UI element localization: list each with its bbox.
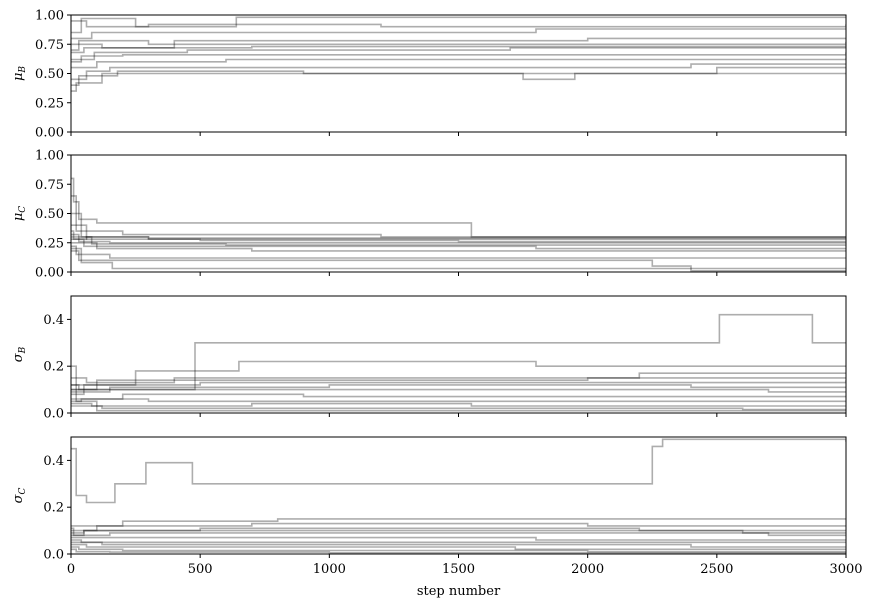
walker-trace-3 [71, 522, 846, 532]
y-tick-label: 1.00 [35, 149, 64, 164]
walker-trace-12 [71, 365, 846, 412]
y-tick-label: 0.2 [43, 501, 64, 516]
axes-frame [70, 295, 847, 414]
walker-trace-12 [71, 70, 846, 86]
y-tick-label: 0.4 [43, 313, 64, 328]
walker-trace-1 [71, 20, 846, 28]
walker-trace-2 [71, 195, 846, 238]
walker-trace-10 [71, 402, 846, 407]
walker-trace-6 [71, 236, 846, 247]
walker-trace-4 [71, 37, 846, 49]
y-axis-label: μB [11, 66, 28, 81]
panel-3: 0.0 0.2 0.4 σB [11, 295, 847, 422]
walker-trace-8 [71, 242, 846, 252]
walker-trace-4 [71, 224, 846, 243]
y-tick-label: 1.00 [35, 9, 64, 24]
walker-trace-10 [71, 63, 846, 81]
walker-trace-7 [71, 47, 846, 61]
walker-trace-5 [71, 233, 846, 244]
walker-trace-8 [71, 393, 846, 400]
panel-4: 0.0 0.2 0.4 0 500 1000 1500 2000 2500 3000 σC [11, 436, 863, 577]
walker-trace-11 [71, 548, 846, 554]
walker-trace-6 [71, 45, 846, 54]
y-tick-label: 0.4 [43, 454, 64, 469]
y-tick-label: 0.00 [35, 126, 64, 141]
panel-2: 0.00 0.25 0.50 0.75 1.00 μC [11, 149, 847, 281]
walker-trace-3 [71, 212, 846, 241]
walker-trace-8 [71, 541, 846, 548]
walker-trace-9 [71, 245, 846, 259]
walker-trace-3 [71, 28, 846, 40]
walker-trace-1 [71, 438, 846, 504]
walker-trace-9 [71, 58, 846, 69]
walker-trace-2 [71, 360, 846, 386]
walker-trace-6 [71, 384, 846, 393]
y-tick-label: 0.2 [43, 360, 64, 375]
x-tick-label: 2500 [700, 562, 733, 577]
x-tick-label: 0 [67, 562, 75, 577]
y-tick-label: 0.25 [35, 96, 64, 111]
trace-group [71, 438, 846, 554]
x-tick-label: 2000 [571, 562, 604, 577]
panel-1: 0.00 0.25 0.50 0.75 1.00 μB [11, 9, 847, 141]
y-tick-label: 0.00 [35, 266, 64, 281]
walker-trace-7 [71, 238, 846, 250]
walker-trace-5 [71, 39, 846, 51]
walker-trace-12 [71, 230, 846, 240]
axes-frame [70, 154, 847, 273]
y-tick-label: 0.0 [43, 548, 64, 563]
y-tick-label: 0.0 [43, 407, 64, 422]
walker-trace-2 [71, 518, 846, 527]
walker-trace-11 [71, 250, 846, 272]
y-tick-label: 0.50 [35, 67, 64, 82]
walker-trace-9 [71, 543, 846, 551]
x-tick-label: 1000 [313, 562, 346, 577]
x-tick-label: 500 [188, 562, 213, 577]
walker-trace-3 [71, 372, 846, 384]
walker-trace-11 [71, 405, 846, 411]
walker-trace-1 [71, 313, 846, 391]
trace-group [71, 177, 846, 272]
x-tick-label: 1500 [442, 562, 475, 577]
x-axis-label: step number [417, 584, 501, 599]
axes-frame [70, 436, 847, 555]
walker-trace-6 [71, 536, 846, 541]
trace-group [71, 313, 846, 412]
walker-trace-1 [71, 177, 846, 238]
y-tick-label: 0.50 [35, 207, 64, 222]
walker-trace-10 [71, 546, 846, 553]
walker-trace-2 [71, 16, 846, 34]
walker-trace-5 [71, 380, 846, 396]
walker-trace-9 [71, 398, 846, 403]
walker-trace-11 [71, 66, 846, 92]
y-tick-label: 0.75 [35, 38, 64, 53]
trace-group [71, 16, 846, 92]
y-tick-label: 0.75 [35, 178, 64, 193]
walker-trace-5 [71, 532, 846, 537]
x-tick-label: 3000 [829, 562, 862, 577]
y-tick-label: 0.25 [35, 236, 64, 251]
walker-trace-10 [71, 247, 846, 270]
y-axis-label: μC [11, 206, 28, 221]
walker-trace-8 [71, 52, 846, 63]
walker-trace-4 [71, 377, 846, 391]
walker-trace-7 [71, 539, 846, 544]
y-axis-label: σB [11, 346, 28, 362]
walker-trace-12 [71, 527, 846, 537]
walker-trace-4 [71, 527, 846, 534]
y-axis-label: σC [11, 488, 28, 504]
walker-trace-7 [71, 384, 846, 393]
